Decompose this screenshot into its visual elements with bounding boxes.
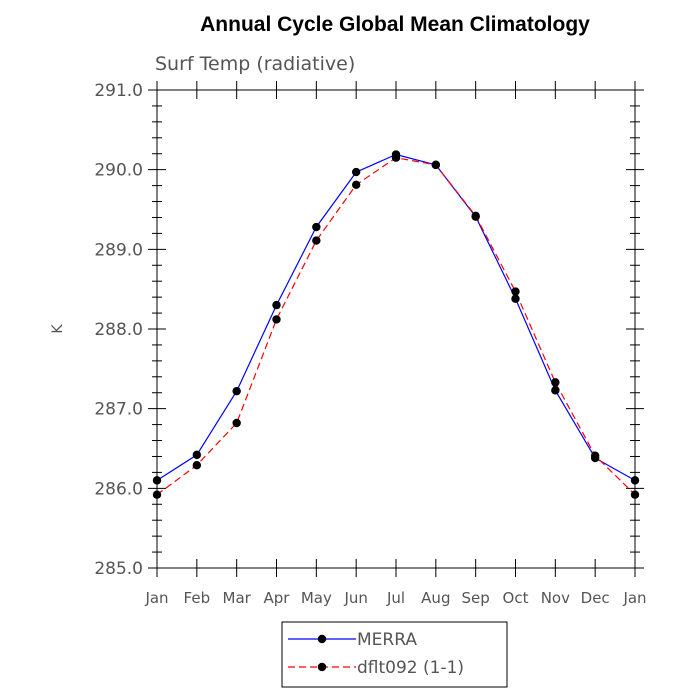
- x-tick-label: Jun: [343, 589, 367, 607]
- series-line-1: [156, 157, 636, 496]
- x-tick-label: Aug: [421, 589, 450, 607]
- x-tick-label: Jul: [386, 589, 405, 607]
- series-0-point: [152, 476, 162, 485]
- series-1-point: [391, 153, 401, 162]
- series-1-point: [152, 490, 162, 499]
- y-tick-label: 286.0: [94, 479, 143, 499]
- series-0-point: [630, 476, 640, 485]
- legend-marker-1: [317, 662, 327, 672]
- legend-label-0: MERRA: [357, 630, 417, 650]
- y-tick-label: 289.0: [94, 240, 143, 260]
- x-tick-label: Jan: [144, 589, 168, 607]
- y-tick-label: 291.0: [94, 81, 143, 101]
- x-tick-label: Sep: [462, 589, 490, 607]
- legend: MERRA dflt092 (1-1): [281, 621, 508, 688]
- legend-label-1: dflt092 (1-1): [357, 658, 464, 678]
- series-1-point: [630, 490, 640, 499]
- x-tick-label: Dec: [581, 589, 610, 607]
- legend-box: [281, 621, 508, 688]
- series-1-point: [590, 451, 600, 460]
- y-tick-label: 285.0: [94, 559, 143, 579]
- x-tick-label: Feb: [184, 589, 211, 607]
- y-axis-label: K: [50, 324, 66, 334]
- chart-title: Annual Cycle Global Mean Climatology: [200, 13, 590, 36]
- series-0-point: [312, 222, 321, 232]
- series-0-point: [511, 294, 520, 303]
- series-1-point: [232, 418, 241, 428]
- series-0-point: [551, 386, 560, 395]
- x-tick-label: Apr: [264, 589, 291, 607]
- x-tick-label: Mar: [223, 589, 252, 607]
- x-tick-label: May: [301, 589, 332, 607]
- series-1-point: [551, 378, 560, 387]
- x-tick-label: Oct: [503, 589, 529, 607]
- series-0-point: [272, 300, 281, 310]
- series-layer: [152, 150, 640, 499]
- series-0-point: [232, 386, 241, 396]
- series-1-point: [272, 315, 281, 324]
- series-0-point: [192, 450, 202, 460]
- series-1-point: [192, 461, 202, 470]
- series-line-0: [156, 153, 636, 481]
- series-1-point: [351, 180, 361, 190]
- axis-ticks: 285.0 286.0 287.0 288.0 289.0 290.0 291.0 Jan Fe…: [94, 81, 647, 607]
- series-1-point: [431, 160, 441, 170]
- x-tick-label: Jan: [622, 589, 646, 607]
- x-tick-label: Nov: [541, 589, 570, 607]
- series-1-point: [471, 211, 480, 221]
- legend-marker-0: [317, 634, 327, 644]
- chart-subtitle: Surf Temp (radiative): [155, 53, 355, 75]
- series-1-point: [312, 236, 321, 245]
- y-tick-label: 287.0: [94, 400, 143, 420]
- y-tick-label: 288.0: [94, 320, 143, 340]
- series-0-point: [351, 167, 361, 177]
- series-1-point: [511, 287, 520, 296]
- y-tick-label: 290.0: [94, 161, 143, 181]
